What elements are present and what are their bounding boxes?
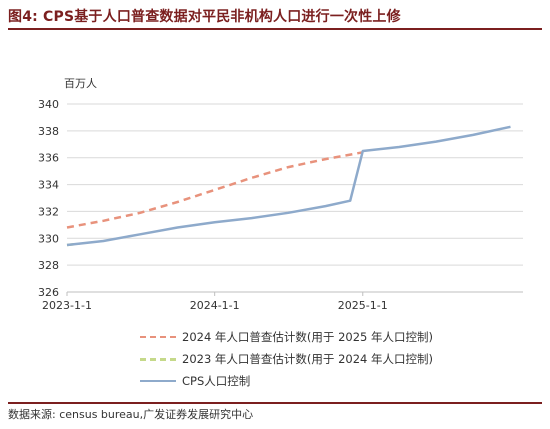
source-divider: [8, 402, 542, 404]
legend-item-2024-estimate: 2024 年人口普查估计数(用于 2025 年人口控制): [140, 326, 433, 348]
legend-item-cps-control: CPS人口控制: [140, 370, 433, 392]
y-tick-label-326: 326: [38, 286, 59, 299]
series-line-2024-estimate: [66, 151, 364, 229]
y-tick-label-334: 334: [38, 179, 59, 192]
figure-title: 图4: CPS基于人口普查数据对平民非机构人口进行一次性上修: [8, 9, 401, 25]
title-divider: [8, 28, 542, 30]
axis-layer: 326 328 330 332 334 336 338 340 2023-1-1 2024-1-1…: [38, 98, 523, 310]
series-layer: [66, 125, 511, 247]
x-tick-label-0: 2023-1-1: [42, 299, 92, 310]
legend-label-2024-estimate: 2024 年人口普查估计数(用于 2025 年人口控制): [182, 330, 433, 344]
y-tick-label-330: 330: [38, 232, 59, 245]
legend-label-cps-control: CPS人口控制: [182, 374, 251, 388]
legend-swatch-2024-estimate: [140, 336, 176, 338]
source-note: 数据来源: census bureau,广发证券发展研究中心: [8, 408, 254, 421]
y-tick-label-336: 336: [38, 152, 59, 165]
y-tick-label-332: 332: [38, 205, 59, 218]
x-tick-label-1: 2024-1-1: [190, 299, 240, 310]
y-axis-label: 百万人: [64, 77, 97, 90]
chart-legend: 2024 年人口普查估计数(用于 2025 年人口控制) 2023 年人口普查估…: [140, 326, 433, 392]
line-chart: 326 328 330 332 334 336 338 340 2023-1-1 2024-1-1…: [38, 77, 523, 310]
x-tick-label-2: 2025-1-1: [338, 299, 388, 310]
legend-swatch-2023-estimate: [140, 357, 176, 361]
grid-layer: [67, 103, 523, 266]
y-tick-label-340: 340: [38, 98, 59, 111]
legend-item-2023-estimate: 2023 年人口普查估计数(用于 2024 年人口控制): [140, 348, 433, 370]
y-tick-label-328: 328: [38, 259, 59, 272]
y-tick-label-338: 338: [38, 125, 59, 138]
legend-label-2023-estimate: 2023 年人口普查估计数(用于 2024 年人口控制): [182, 352, 433, 366]
series-line-cps-control: [66, 125, 511, 247]
legend-swatch-cps-control: [140, 380, 176, 382]
